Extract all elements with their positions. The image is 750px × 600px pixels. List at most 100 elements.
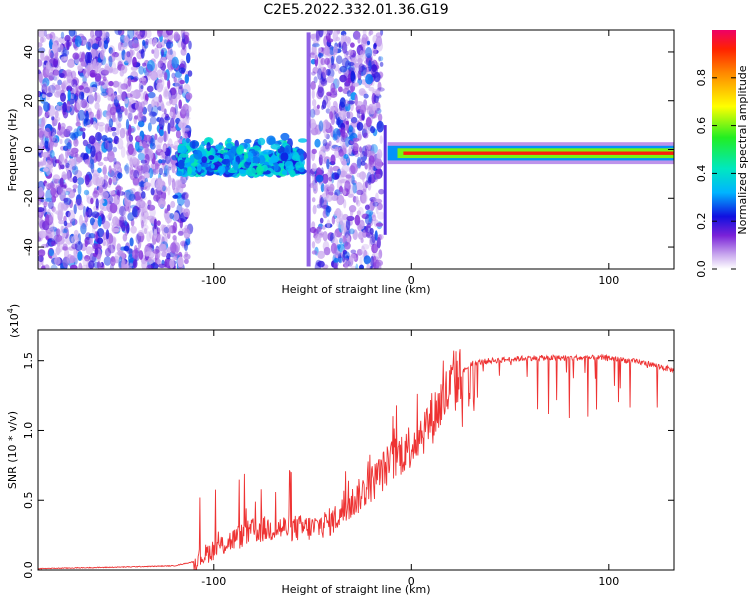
spectral-cell bbox=[150, 137, 155, 143]
spectral-cell bbox=[357, 224, 363, 232]
spectral-cell bbox=[138, 81, 144, 93]
spectral-cell bbox=[326, 219, 331, 229]
spectral-cell bbox=[50, 187, 57, 197]
spectral-cell bbox=[375, 89, 381, 97]
spectral-cell bbox=[345, 234, 350, 240]
spectral-cell bbox=[158, 117, 165, 130]
spectral-cell bbox=[74, 35, 82, 48]
spectral-cell bbox=[226, 143, 233, 148]
spectral-cell bbox=[47, 182, 55, 189]
spectral-cell bbox=[42, 167, 49, 172]
spectral-cell bbox=[56, 104, 60, 111]
spectral-cell bbox=[46, 92, 53, 98]
spectral-cell bbox=[289, 169, 296, 178]
spectral-cell bbox=[163, 35, 168, 44]
spectral-cell bbox=[350, 121, 358, 128]
spectral-cell bbox=[363, 132, 369, 139]
spectral-cell bbox=[312, 66, 319, 74]
spectral-cell bbox=[129, 90, 137, 99]
spectral-cell bbox=[51, 42, 58, 54]
spectral-cell bbox=[351, 57, 358, 64]
spectral-cell bbox=[356, 199, 361, 207]
spectral-cell bbox=[185, 92, 193, 100]
spectral-cell bbox=[378, 56, 382, 62]
spectral-cell bbox=[50, 230, 57, 241]
spectral-cell bbox=[75, 199, 83, 207]
spectral-cell bbox=[170, 87, 178, 100]
spectral-cell bbox=[176, 203, 183, 216]
snr-line-series bbox=[38, 349, 674, 570]
spectral-cell bbox=[38, 207, 45, 213]
spectral-cell bbox=[181, 32, 186, 43]
spectral-cell bbox=[156, 258, 161, 265]
spectral-cell bbox=[369, 236, 376, 246]
spectral-cell bbox=[77, 65, 83, 72]
spectral-cell bbox=[55, 228, 61, 237]
spectral-cell bbox=[73, 138, 79, 147]
spectral-cell bbox=[155, 178, 163, 191]
spectral-cell bbox=[330, 82, 336, 93]
spectral-cell bbox=[252, 156, 261, 163]
spectral-cell bbox=[167, 122, 171, 135]
spectral-cell bbox=[316, 204, 322, 209]
spectral-cell bbox=[138, 250, 144, 260]
spectral-cell bbox=[152, 249, 160, 254]
spectral-cell bbox=[88, 111, 94, 119]
spectral-cell bbox=[164, 153, 171, 165]
spectral-cell bbox=[150, 187, 155, 196]
spectral-cell bbox=[354, 214, 361, 226]
spectral-cell bbox=[118, 42, 122, 51]
spectral-cell bbox=[66, 170, 71, 181]
spectral-cell bbox=[113, 157, 117, 165]
spectral-cell bbox=[102, 220, 111, 230]
spectral-cell bbox=[298, 167, 305, 173]
spectral-cell bbox=[167, 185, 171, 196]
spectral-cell bbox=[108, 234, 114, 244]
spectral-cell bbox=[112, 146, 118, 153]
spectral-cell bbox=[373, 43, 377, 50]
spectral-cell bbox=[104, 123, 110, 133]
spectral-cell bbox=[315, 30, 320, 42]
spectral-cell bbox=[366, 40, 371, 46]
spectral-cell bbox=[46, 209, 51, 216]
spectral-cell bbox=[169, 126, 177, 132]
spectral-cell bbox=[169, 213, 175, 219]
spectral-cell bbox=[360, 245, 366, 254]
spectral-cell bbox=[65, 210, 71, 218]
spectral-cell bbox=[352, 82, 360, 87]
spectral-cell bbox=[233, 161, 239, 171]
spectral-cell bbox=[149, 230, 154, 239]
spectral-cell bbox=[326, 158, 330, 170]
spectral-cell bbox=[373, 94, 379, 104]
spectral-cell bbox=[154, 247, 161, 259]
spectral-cell bbox=[120, 206, 125, 216]
spectral-cell bbox=[321, 156, 328, 165]
spectral-cell bbox=[124, 163, 130, 175]
spectral-cell bbox=[337, 42, 343, 48]
spectral-cell bbox=[316, 104, 320, 110]
spectral-cell bbox=[147, 72, 151, 81]
spectral-cell bbox=[93, 221, 99, 229]
spectral-cell bbox=[108, 165, 112, 174]
y-tick-label: 0 bbox=[22, 146, 35, 153]
spectral-cell bbox=[348, 146, 352, 155]
spectral-cell bbox=[311, 148, 317, 155]
spectral-cell bbox=[70, 264, 78, 269]
spectral-cell bbox=[348, 228, 355, 235]
spectral-cell bbox=[372, 197, 377, 209]
spectral-cell bbox=[160, 103, 165, 113]
spectral-cell bbox=[169, 111, 174, 117]
spectral-cell bbox=[100, 91, 108, 97]
spectral-cell bbox=[60, 187, 67, 196]
spectral-cell bbox=[162, 185, 166, 192]
spectral-cell bbox=[378, 188, 385, 195]
spectral-cell bbox=[157, 234, 165, 245]
spectral-cell bbox=[354, 31, 360, 37]
spectral-cell bbox=[312, 41, 319, 46]
spectral-cell bbox=[257, 137, 266, 146]
spectral-cell bbox=[183, 83, 191, 95]
spectral-cell bbox=[312, 99, 317, 107]
spectral-cell bbox=[356, 189, 364, 195]
spectral-cell bbox=[152, 96, 160, 103]
spectral-cell bbox=[96, 108, 103, 120]
